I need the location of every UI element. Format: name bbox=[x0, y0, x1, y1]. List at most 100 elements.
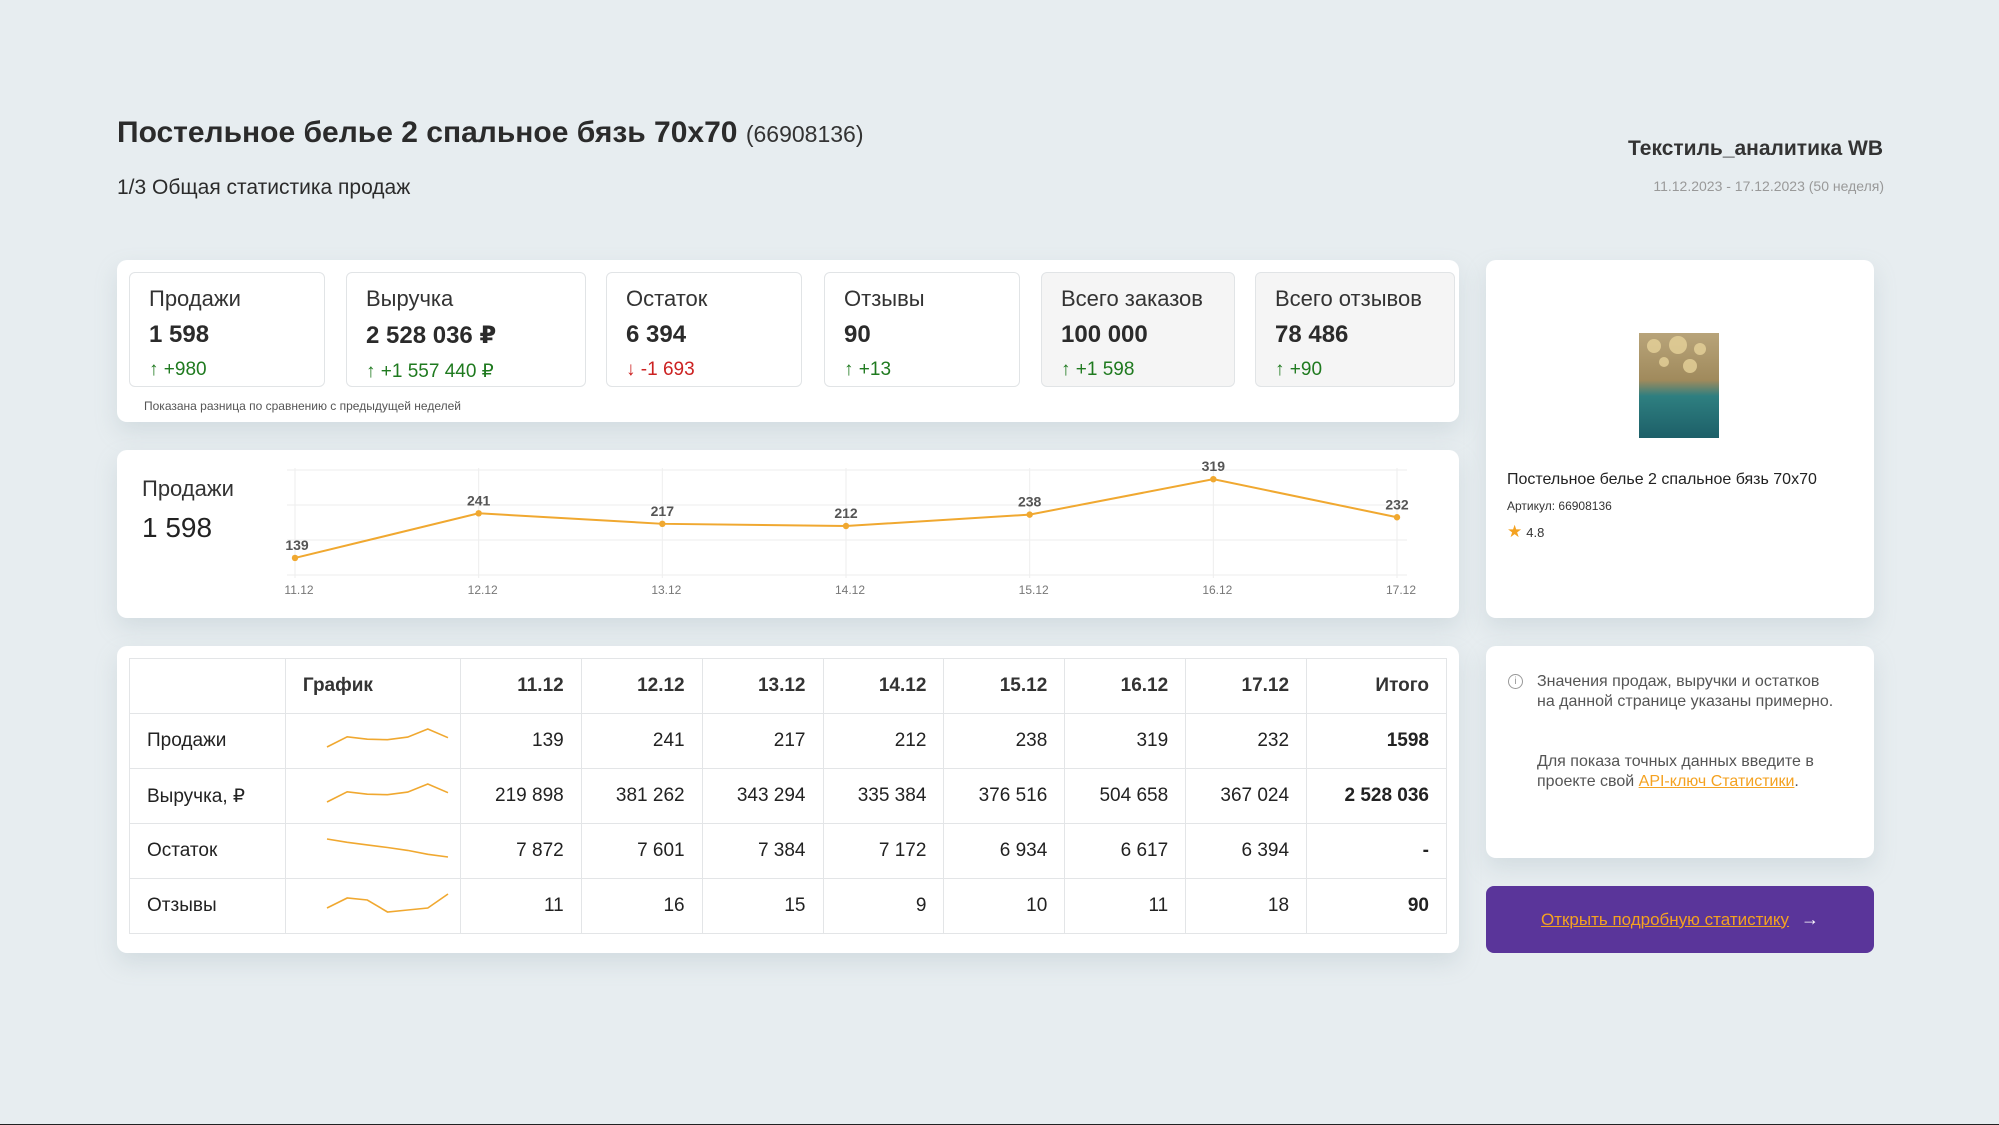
data-label: 238 bbox=[1018, 494, 1042, 510]
sparkline bbox=[326, 783, 449, 803]
table-cell: 376 516 bbox=[943, 768, 1066, 824]
data-point bbox=[475, 510, 482, 517]
sales-chart-panel: Продажи 1 598 11.12 12.12 13.12 14.12 15.12 1… bbox=[117, 450, 1459, 618]
table-cell: 241 bbox=[580, 713, 703, 769]
kpi-value: 78 486 bbox=[1275, 321, 1349, 348]
data-point bbox=[1210, 475, 1217, 483]
x-tick-label: 14.12 bbox=[835, 583, 865, 597]
kpi-delta: ↑ +90 bbox=[1275, 359, 1323, 380]
info-icon: i bbox=[1508, 674, 1523, 689]
table-cell: 343 294 bbox=[701, 768, 824, 824]
kpi-label: Продажи bbox=[149, 286, 241, 311]
x-tick-label: 17.12 bbox=[1386, 583, 1416, 597]
data-point bbox=[842, 522, 850, 530]
table-cell: 7 601 bbox=[580, 823, 703, 879]
kpi-label: Остаток bbox=[626, 286, 708, 311]
data-point bbox=[291, 554, 299, 562]
arrow-right-icon: → bbox=[1801, 909, 1820, 929]
table-cell: 11 bbox=[1064, 878, 1187, 934]
table-cell: 7 384 bbox=[701, 823, 824, 879]
kpi-card: Всего отзывов 78 486 ↑ +90 bbox=[1255, 272, 1455, 387]
table-cell: 219 898 bbox=[459, 768, 582, 824]
project-name: Текстиль_аналитика WB bbox=[1628, 137, 1883, 160]
sparkline-path bbox=[326, 838, 448, 858]
table-cell: 335 384 bbox=[822, 768, 945, 824]
page-title: Постельное белье 2 спальное бязь 70х70 (… bbox=[117, 116, 863, 150]
table-cell: 16 bbox=[580, 878, 703, 934]
sparkline-cell bbox=[284, 713, 461, 769]
table-header: 11.12 bbox=[459, 658, 582, 714]
table-cell: 10 bbox=[943, 878, 1066, 934]
chart-title: Продажи bbox=[142, 476, 234, 501]
table-cell: 18 bbox=[1185, 878, 1308, 934]
info-text-end: . bbox=[1794, 773, 1799, 790]
table-row: Выручка, ₽ 219 898 381 262 343 294 335 384 37… bbox=[129, 768, 1447, 824]
data-label: 212 bbox=[834, 505, 858, 521]
kpi-delta: ↓ -1 693 bbox=[626, 359, 695, 380]
table-cell: 11 bbox=[459, 878, 582, 934]
kpi-label: Всего заказов bbox=[1061, 286, 1203, 311]
product-sku: Артикул: 66908136 bbox=[1507, 499, 1612, 513]
x-tick-label: 11.12 bbox=[284, 583, 313, 597]
x-tick-label: 12.12 bbox=[468, 583, 498, 597]
kpi-value: 90 bbox=[844, 321, 871, 348]
table-cell: 6 617 bbox=[1064, 823, 1187, 879]
table-header-row: График 11.12 12.12 13.12 14.12 15.12 16.… bbox=[129, 658, 1447, 714]
open-detailed-stats-button[interactable]: Открыть подробную статистику → bbox=[1486, 886, 1874, 953]
table-cell: 504 658 bbox=[1064, 768, 1187, 824]
kpi-note: Показана разница по сравнению с предыдущ… bbox=[144, 399, 461, 413]
star-icon: ★ bbox=[1507, 522, 1523, 541]
table-header: 13.12 bbox=[701, 658, 824, 714]
sparkline-path bbox=[326, 783, 449, 803]
table-cell: 139 bbox=[459, 713, 582, 769]
sparkline bbox=[326, 838, 448, 858]
page-subtitle: 1/3 Общая статистика продаж bbox=[117, 176, 411, 199]
table-header: 16.12 bbox=[1064, 658, 1187, 714]
data-point bbox=[1026, 511, 1033, 518]
info-text-api: Для показа точных данных введите в проек… bbox=[1537, 752, 1837, 792]
data-label: 241 bbox=[467, 492, 491, 508]
kpi-value: 1 598 bbox=[149, 321, 210, 348]
stats-table: График 11.12 12.12 13.12 14.12 15.12 16.… bbox=[129, 658, 1447, 934]
product-image[interactable] bbox=[1639, 333, 1719, 438]
data-label: 232 bbox=[1385, 496, 1409, 512]
sparkline-cell bbox=[284, 878, 461, 934]
table-header: 17.12 bbox=[1185, 658, 1308, 714]
table-total-cell: - bbox=[1306, 823, 1447, 879]
table-total-cell: 90 bbox=[1306, 878, 1447, 934]
kpi-value: 2 528 036 ₽ bbox=[366, 322, 497, 349]
kpi-label: Всего отзывов bbox=[1275, 286, 1422, 311]
table-header: 15.12 bbox=[943, 658, 1066, 714]
table-header: Итого bbox=[1306, 658, 1447, 714]
table-cell: 7 872 bbox=[459, 823, 582, 879]
kpi-delta: ↑ +1 598 bbox=[1061, 359, 1135, 380]
data-label: 139 bbox=[285, 537, 309, 553]
sparkline bbox=[326, 893, 449, 913]
table-row: Остаток 7 872 7 601 7 384 7 172 6 934 6 617 6 3… bbox=[129, 823, 1447, 879]
sales-line-chart: 11.12 12.12 13.12 14.12 15.12 16.12 17.12 139 24… bbox=[284, 458, 1416, 597]
info-text: Значения продаж, выручки и остатков на д… bbox=[1537, 673, 1834, 710]
row-label: Остаток bbox=[129, 823, 286, 879]
table-cell: 367 024 bbox=[1185, 768, 1308, 824]
kpi-card: Продажи 1 598 ↑ +980 bbox=[129, 272, 325, 387]
table-cell: 15 bbox=[701, 878, 824, 934]
table-header bbox=[129, 658, 286, 714]
table-cell: 212 bbox=[822, 713, 945, 769]
table-cell: 238 bbox=[943, 713, 1066, 769]
info-text-part: Для показа точных данных введите в проек… bbox=[1537, 753, 1814, 790]
product-rating: ★ 4.8 bbox=[1507, 522, 1544, 542]
data-point bbox=[659, 520, 666, 528]
sparkline-cell bbox=[284, 823, 461, 879]
table-cell: 217 bbox=[701, 713, 824, 769]
table-cell: 381 262 bbox=[580, 768, 703, 824]
data-label: 319 bbox=[1202, 458, 1226, 474]
table-cell: 6 394 bbox=[1185, 823, 1308, 879]
sparkline-path bbox=[326, 728, 449, 748]
table-cell: 319 bbox=[1064, 713, 1187, 769]
kpi-card: Отзывы 90 ↑ +13 bbox=[824, 272, 1020, 387]
kpi-card: Всего заказов 100 000 ↑ +1 598 bbox=[1041, 272, 1235, 387]
kpi-label: Отзывы bbox=[844, 286, 925, 311]
product-id: (66908136) bbox=[745, 121, 864, 147]
product-title: Постельное белье 2 спальное бязь 70х70 bbox=[1507, 471, 1817, 488]
api-key-link[interactable]: API-ключ Статистики bbox=[1638, 773, 1795, 790]
